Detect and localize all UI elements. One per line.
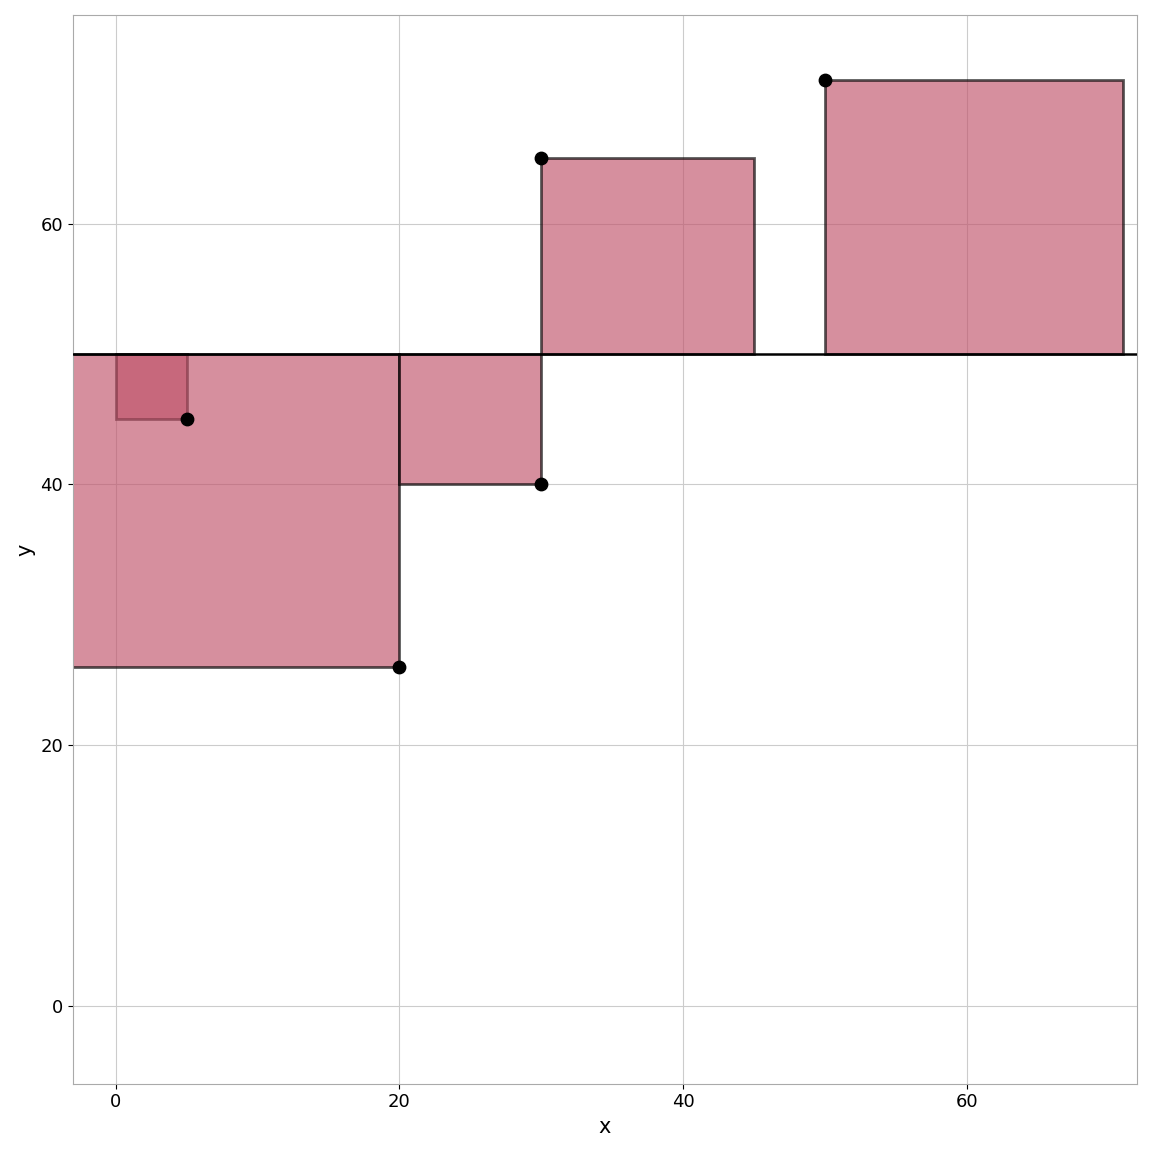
Bar bbox=[825, 81, 1123, 354]
Bar bbox=[400, 354, 541, 484]
X-axis label: x: x bbox=[599, 1117, 612, 1137]
Bar bbox=[115, 354, 187, 419]
Point bbox=[532, 149, 551, 167]
Bar bbox=[59, 354, 400, 667]
Point bbox=[391, 658, 409, 676]
Bar bbox=[541, 158, 753, 354]
Point bbox=[816, 71, 834, 90]
Point bbox=[532, 475, 551, 493]
Y-axis label: y: y bbox=[15, 544, 35, 555]
Point bbox=[177, 410, 196, 429]
